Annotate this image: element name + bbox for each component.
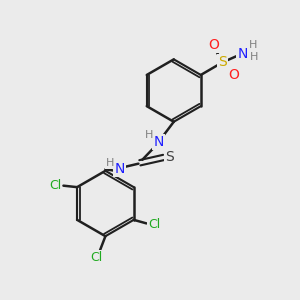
Text: H: H bbox=[145, 130, 153, 140]
Text: N: N bbox=[153, 135, 164, 149]
Text: S: S bbox=[165, 150, 174, 164]
Text: H: H bbox=[249, 40, 257, 50]
Text: S: S bbox=[218, 56, 226, 70]
Text: H: H bbox=[250, 52, 258, 61]
Text: N: N bbox=[237, 46, 248, 61]
Text: O: O bbox=[228, 68, 239, 82]
Text: Cl: Cl bbox=[49, 179, 61, 192]
Text: H: H bbox=[106, 158, 114, 168]
Text: Cl: Cl bbox=[90, 251, 103, 264]
Text: Cl: Cl bbox=[148, 218, 160, 231]
Text: N: N bbox=[115, 162, 125, 176]
Text: O: O bbox=[208, 38, 219, 52]
